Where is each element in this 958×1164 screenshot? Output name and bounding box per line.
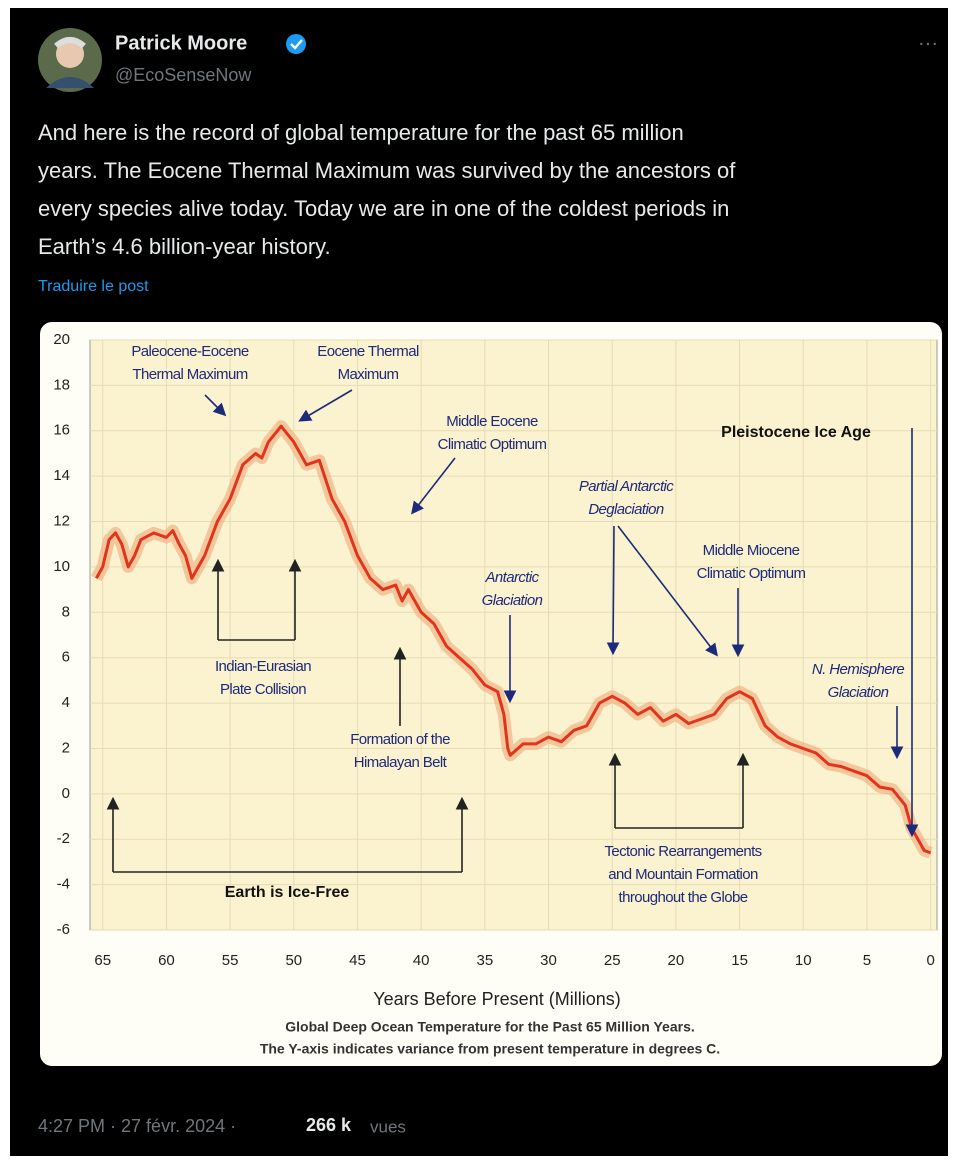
- series-line: [95, 424, 932, 855]
- annotation-arrow: [298, 389, 353, 422]
- x-axis-label: Years Before Present (Millions): [373, 989, 620, 1009]
- x-tick-label: 10: [795, 952, 812, 969]
- chart-caption: Global Deep Ocean Temperature for the Pa…: [285, 1019, 695, 1035]
- annotation: Antarctic: [485, 569, 540, 586]
- y-tick-label: 6: [62, 649, 70, 666]
- x-tick-label: 35: [476, 952, 493, 969]
- annotation: Formation of the: [350, 731, 450, 748]
- annotation-arrow: [411, 457, 456, 515]
- post-text: Earth’s 4.6 billion-year history.: [38, 234, 331, 259]
- x-tick-label: 55: [222, 952, 239, 969]
- x-tick-label: 40: [413, 952, 430, 969]
- post-text: every species alive today. Today we are …: [38, 196, 729, 221]
- annotation: Himalayan Belt: [354, 754, 448, 771]
- post-text: years. The Eocene Thermal Maximum was su…: [38, 158, 736, 183]
- more-button[interactable]: ···: [918, 32, 938, 54]
- annotation: Plate Collision: [220, 681, 306, 698]
- author-name[interactable]: Patrick Moore: [115, 32, 247, 54]
- annotation: Deglaciation: [588, 501, 664, 518]
- y-tick-label: 8: [62, 603, 70, 620]
- x-tick-label: 65: [94, 952, 111, 969]
- annotation-arrow: [204, 394, 227, 417]
- annotation: Paleocene-Eocene: [131, 343, 248, 360]
- annotation: Indian-Eurasian: [215, 658, 311, 675]
- annotation: Glaciation: [482, 592, 543, 609]
- x-tick-label: 25: [604, 952, 621, 969]
- annotation: Glaciation: [828, 684, 889, 701]
- annotation: Middle Miocene: [703, 542, 800, 559]
- x-tick-label: 15: [731, 952, 748, 969]
- annotation: Thermal Maximum: [132, 366, 247, 383]
- y-tick-label: -2: [57, 830, 70, 847]
- x-tick-label: 45: [349, 952, 366, 969]
- avatar[interactable]: [38, 28, 102, 92]
- y-tick-label: 14: [53, 467, 70, 484]
- y-tick-label: 10: [53, 558, 70, 575]
- annotation: N. Hemisphere: [812, 661, 904, 678]
- x-tick-label: 5: [863, 952, 871, 969]
- annotation: Climatic Optimum: [697, 565, 806, 582]
- x-tick-label: 50: [285, 952, 302, 969]
- views-count: 266 k: [306, 1115, 352, 1135]
- translate-link[interactable]: Traduire le post: [38, 278, 149, 295]
- annotation-arrow: [617, 525, 718, 657]
- y-tick-label: 18: [53, 376, 70, 393]
- y-tick-label: -4: [57, 876, 70, 893]
- annotation: throughout the Globe: [619, 889, 748, 906]
- y-tick-label: 0: [62, 785, 70, 802]
- annotation-arrow: [606, 525, 620, 656]
- plot-area: [89, 339, 938, 931]
- annotation: Earth is Ice-Free: [225, 884, 350, 901]
- annotation: Maximum: [338, 366, 399, 383]
- x-tick-label: 0: [926, 952, 934, 969]
- author-handle[interactable]: @EcoSenseNow: [115, 65, 252, 85]
- annotation: Climatic Optimum: [438, 436, 547, 453]
- y-tick-label: -6: [57, 921, 70, 938]
- x-tick-label: 60: [158, 952, 175, 969]
- annotation: Middle Eocene: [446, 413, 538, 430]
- post-time[interactable]: 4:27 PM · 27 févr. 2024 ·: [38, 1116, 236, 1136]
- chart-caption: The Y-axis indicates variance from prese…: [260, 1041, 720, 1057]
- x-tick-label: 30: [540, 952, 557, 969]
- y-tick-label: 2: [62, 739, 70, 756]
- post-text: And here is the record of global tempera…: [38, 120, 684, 145]
- annotation: Eocene Thermal: [317, 343, 419, 360]
- x-tick-label: 20: [668, 952, 685, 969]
- y-tick-label: 16: [53, 422, 70, 439]
- y-tick-label: 12: [53, 513, 70, 530]
- annotation: and Mountain Formation: [608, 866, 758, 883]
- verified-badge: [286, 34, 306, 54]
- y-tick-label: 20: [53, 331, 70, 348]
- y-tick-label: 4: [62, 694, 70, 711]
- annotation: Tectonic Rearrangements: [604, 843, 761, 860]
- views-label: vues: [370, 1117, 406, 1136]
- annotation: Pleistocene Ice Age: [721, 424, 871, 441]
- annotation: Partial Antarctic: [579, 478, 674, 495]
